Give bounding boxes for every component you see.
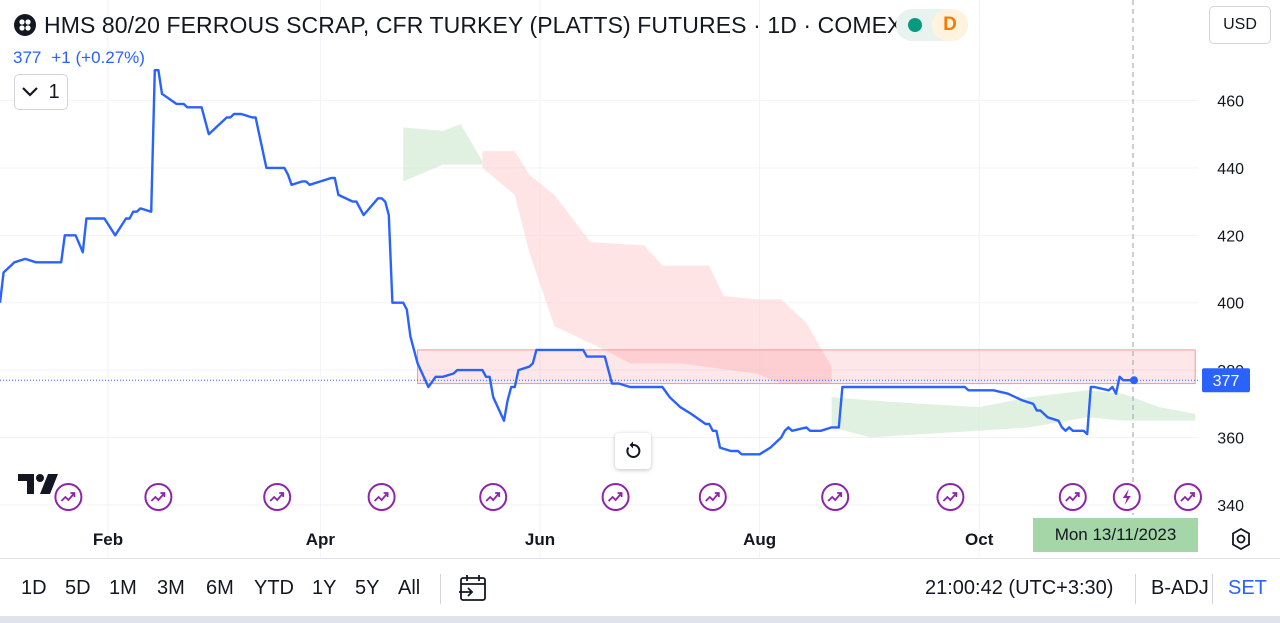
last-price-tag (1202, 368, 1250, 393)
price-tick-label: 400 (1217, 296, 1244, 313)
toolbar-separator (440, 574, 441, 604)
time-axis: Feb Apr Jun Aug Oct (93, 530, 994, 549)
event-marker-icon[interactable] (1174, 483, 1202, 511)
range-5y[interactable]: 5Y (355, 577, 380, 599)
price-line (0, 0, 1198, 515)
time-tick-label: Oct (965, 530, 994, 549)
time-tick-label: Apr (306, 530, 336, 549)
range-1y[interactable]: 1Y (312, 577, 337, 599)
range-5d[interactable]: 5D (65, 577, 91, 599)
event-marker-icon[interactable] (1058, 483, 1087, 511)
range-all[interactable]: All (398, 577, 421, 599)
last-price-tag-label: 377 (1213, 373, 1240, 390)
last-price-dot (1130, 376, 1138, 385)
toolbar-divider (0, 558, 1280, 559)
price-tick-label: 340 (1217, 498, 1244, 515)
indicator-count: 1 (48, 80, 60, 103)
reset-chart-button[interactable] (615, 433, 651, 469)
price-tick-label: 460 (1217, 94, 1244, 111)
price-tick-label: 420 (1217, 228, 1244, 245)
range-3m[interactable]: 3M (157, 577, 185, 599)
currency-selector[interactable]: USD (1209, 6, 1271, 44)
event-marker-icon[interactable] (936, 483, 965, 511)
delayed-data-badge[interactable]: D (932, 9, 968, 41)
event-marker-icon[interactable] (821, 483, 850, 511)
ichimoku-cloud (403, 124, 1196, 438)
clock-timezone[interactable]: 21:00:42 (UTC+3:30) (925, 577, 1114, 599)
reset-icon (626, 441, 641, 458)
price-axis: 340360380400420440460377 (1202, 94, 1250, 515)
market-status-badge[interactable]: D (896, 9, 968, 41)
footer-strip (0, 616, 1280, 623)
cloud-segment-green (403, 124, 483, 182)
range-ytd[interactable]: YTD (254, 577, 294, 599)
indicator-toggle-button[interactable]: 1 (14, 74, 68, 110)
flash-icon[interactable] (1112, 483, 1141, 511)
time-tick-label: Aug (743, 530, 776, 549)
resistance-zone (417, 349, 1196, 385)
cloud-segment-green (831, 390, 1196, 438)
event-marker-icon[interactable] (601, 483, 630, 511)
gear-icon[interactable] (1230, 528, 1252, 550)
cloud-segment-red (482, 151, 832, 384)
symbol-title[interactable]: HMS 80/20 FERROUS SCRAP, CFR TURKEY (PLA… (44, 11, 903, 38)
chart-grid (0, 0, 1198, 558)
toolbar-separator (1135, 574, 1136, 604)
range-1m[interactable]: 1M (109, 577, 137, 599)
price-tick-label: 360 (1217, 431, 1244, 448)
event-marker-icon[interactable] (54, 483, 83, 511)
event-marker-icon[interactable] (698, 483, 727, 511)
bottom-toolbar: 1D 5D 1M 3M 6M YTD 1Y 5Y All 21:00:42 (U… (0, 560, 1280, 616)
price-change: +1 (+0.27%) (51, 48, 145, 67)
event-marker-icon[interactable] (367, 483, 396, 511)
calendar-goto-icon[interactable] (458, 573, 488, 603)
settlement-toggle[interactable]: SET (1228, 577, 1267, 599)
symbol-header: HMS 80/20 FERROUS SCRAP, CFR TURKEY (PLA… (14, 8, 903, 42)
event-marker-icon[interactable] (479, 483, 508, 511)
event-markers (54, 483, 1202, 511)
time-tick-label: Feb (93, 530, 123, 549)
chevron-down-icon (22, 87, 39, 97)
event-marker-icon[interactable] (263, 483, 292, 511)
tradingview-logo[interactable] (18, 472, 66, 496)
event-marker-icon[interactable] (144, 483, 173, 511)
price-readout: 377 +1 (+0.27%) (13, 48, 145, 68)
last-price: 377 (13, 48, 42, 67)
price-zone (417, 349, 1196, 385)
symbol-logo-icon (14, 14, 36, 36)
back-adjust-toggle[interactable]: B-ADJ (1151, 577, 1209, 599)
price-series-line (0, 69, 1134, 456)
market-open-dot (908, 18, 922, 32)
time-tick-label: Jun (525, 530, 555, 549)
range-1d[interactable]: 1D (21, 577, 47, 599)
price-tick-label: 440 (1217, 161, 1244, 178)
crosshair-date-label: Mon 13/11/2023 (1033, 518, 1198, 552)
toolbar-separator (1212, 574, 1213, 604)
range-6m[interactable]: 6M (206, 577, 234, 599)
